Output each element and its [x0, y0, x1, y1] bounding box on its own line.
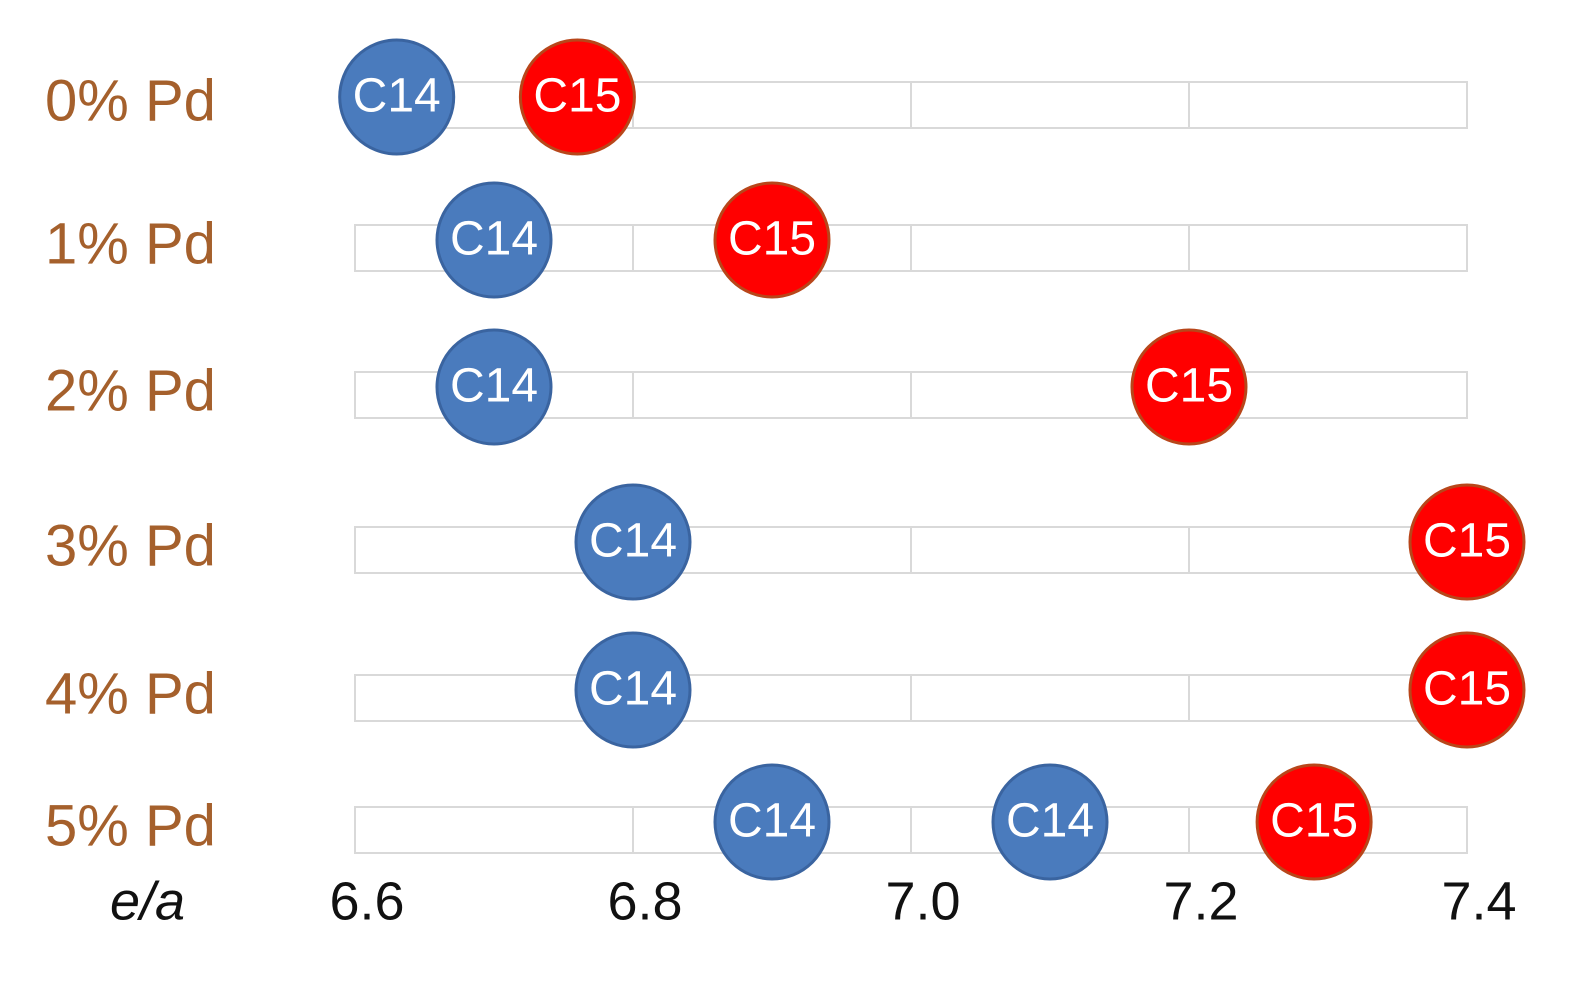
- row-label: 0% Pd: [45, 68, 216, 133]
- x-tick-label: 7.0: [885, 871, 960, 931]
- x-axis-label: e/a: [110, 871, 185, 931]
- dot: [435, 328, 553, 446]
- dot-label: C14: [353, 70, 441, 123]
- dot: [338, 38, 456, 156]
- dot: [574, 631, 692, 749]
- dot-label: C14: [728, 795, 816, 848]
- dot-label: C14: [1006, 795, 1094, 848]
- dot-label: C14: [450, 213, 538, 266]
- row-label: 1% Pd: [45, 211, 216, 276]
- dot: [1408, 631, 1526, 749]
- dot-label: C15: [1145, 360, 1233, 413]
- dot: [1255, 763, 1373, 881]
- x-tick-label: 7.4: [1441, 871, 1516, 931]
- dot-label: C15: [1423, 515, 1511, 568]
- x-tick-label: 7.2: [1163, 871, 1238, 931]
- dot-label: C15: [533, 70, 621, 123]
- dot: [435, 181, 553, 299]
- x-tick-label: 6.8: [607, 871, 682, 931]
- dot: [713, 763, 831, 881]
- dot-label: C15: [1423, 663, 1511, 716]
- row-label: 4% Pd: [45, 661, 216, 726]
- dot-label: C15: [1270, 795, 1358, 848]
- row-label: 5% Pd: [45, 793, 216, 858]
- row-label: 3% Pd: [45, 513, 216, 578]
- x-tick-label: 6.6: [329, 871, 404, 931]
- dot: [991, 763, 1109, 881]
- dot: [713, 181, 831, 299]
- dot: [518, 38, 636, 156]
- dot: [574, 483, 692, 601]
- dot: [1130, 328, 1248, 446]
- dot-label: C14: [589, 663, 677, 716]
- dot: [1408, 483, 1526, 601]
- dot-label: C15: [728, 213, 816, 266]
- dot-label: C14: [589, 515, 677, 568]
- row-label: 2% Pd: [45, 358, 216, 423]
- dot-label: C14: [450, 360, 538, 413]
